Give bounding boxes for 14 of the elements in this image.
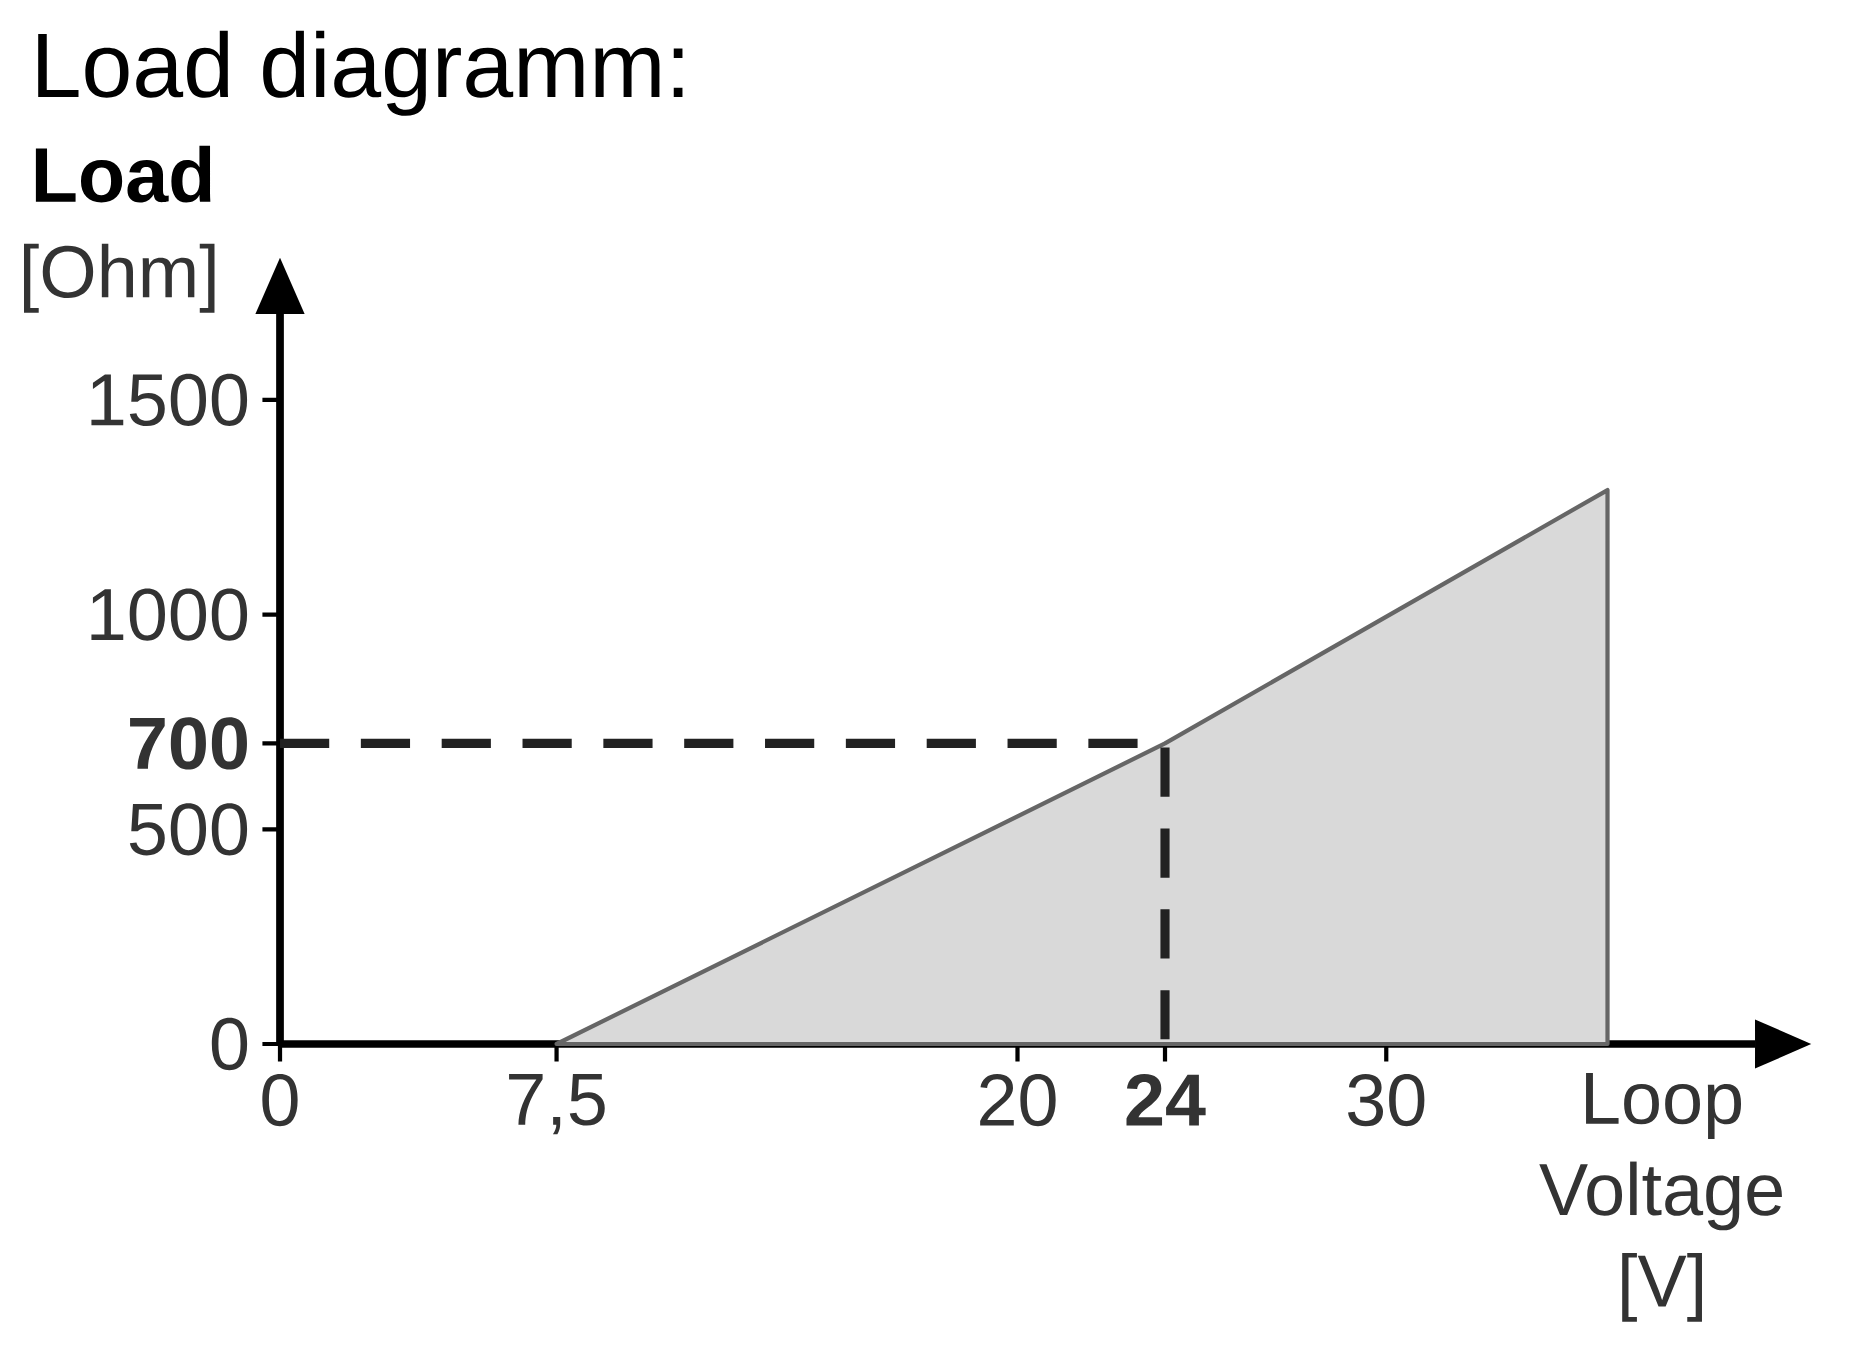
chart-subtitle: Load — [35, 145, 211, 203]
y-tick-label: 1500 — [91, 373, 248, 427]
x-tick-label: 7,5 — [509, 1074, 605, 1135]
x-tick-label: 24 — [1126, 1073, 1206, 1126]
chart-title: Load diagramm: — [38, 30, 683, 116]
x-axis-title: Loop Voltage [V] — [1539, 1072, 1782, 1322]
x-tick-label: 30 — [1348, 1073, 1425, 1127]
x-tick-label: 0 — [262, 1073, 298, 1127]
y-tick-label: 500 — [129, 803, 248, 856]
y-tick-label: 0 — [211, 1017, 248, 1071]
y-axis-title: [Ohm] — [24, 243, 215, 313]
y-tick-label: 700 — [130, 717, 247, 770]
x-tick-label: 20 — [980, 1073, 1056, 1127]
y-tick-label: 1000 — [91, 588, 248, 641]
